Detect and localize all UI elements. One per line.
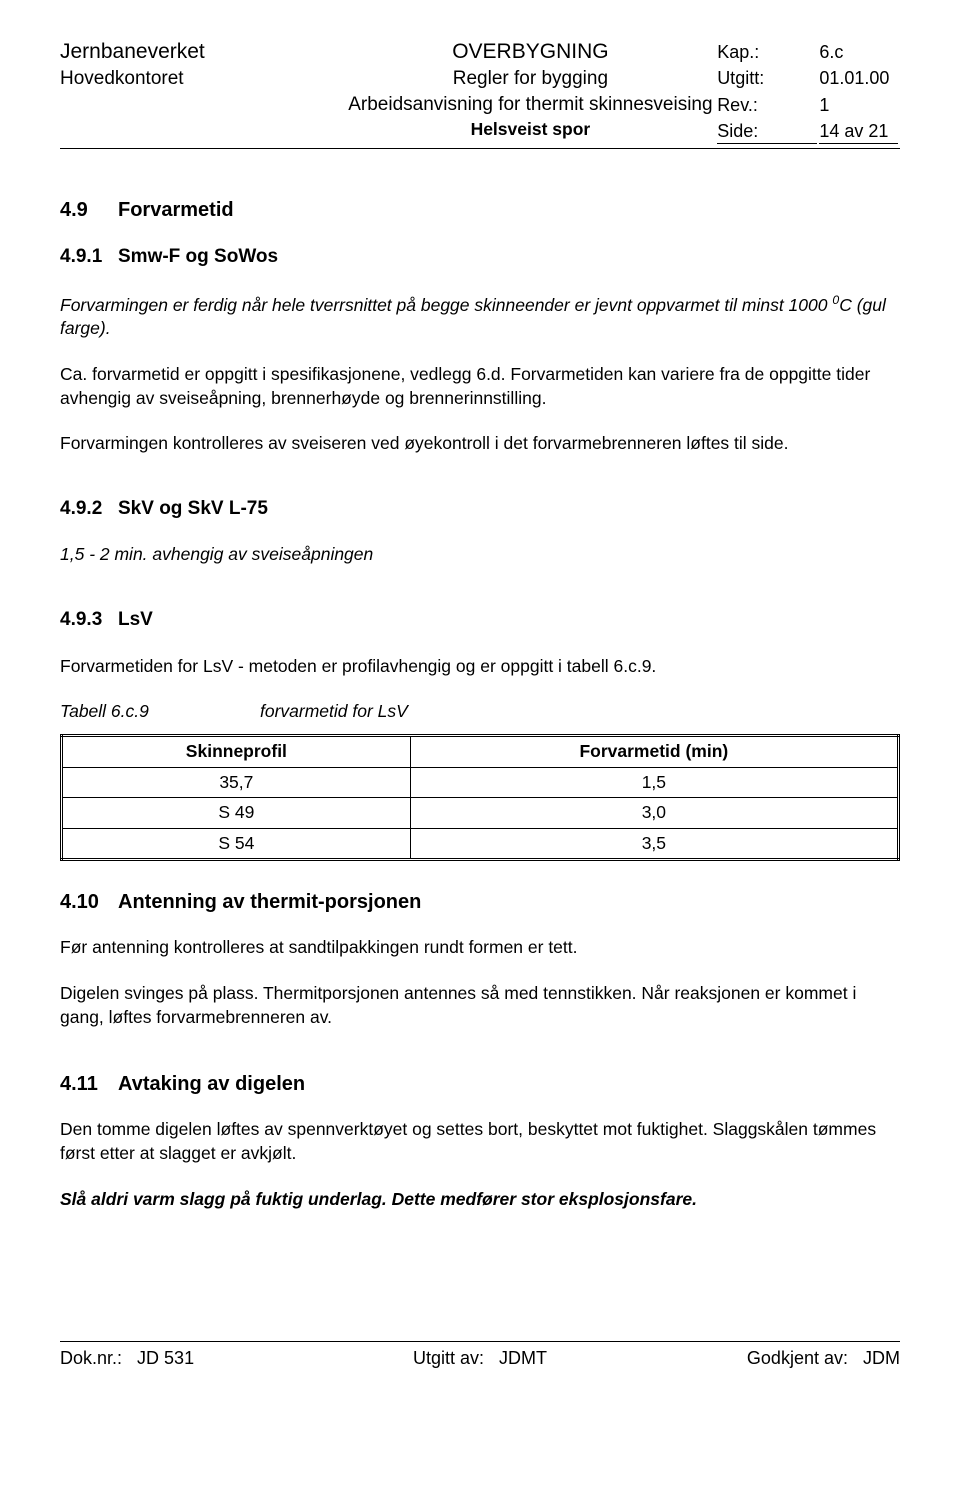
heading-4-9: 4.9Forvarmetid	[60, 197, 900, 224]
page-footer: Dok.nr.: JD 531 Utgitt av: JDMT Godkjent…	[60, 1341, 900, 1370]
heading-4-9-1: 4.9.1Smw-F og SoWos	[60, 244, 900, 270]
page-content: 4.9Forvarmetid 4.9.1Smw-F og SoWos Forva…	[60, 197, 900, 1211]
meta-side-label: Side:	[717, 119, 817, 144]
heading-title: LsV	[118, 609, 153, 630]
footer-center: Utgitt av: JDMT	[340, 1346, 620, 1370]
table-caption: Tabell 6.c.9 forvarmetid for LsV	[60, 700, 900, 724]
meta-table: Kap.: 6.c Utgitt: 01.01.00 Rev.: 1 Side:…	[715, 38, 900, 146]
table-cell: 3,0	[410, 798, 898, 829]
meta-rev-val: 1	[819, 93, 898, 117]
table-cell: 1,5	[410, 767, 898, 798]
para-492-1: 1,5 - 2 min. avhengig av sveiseåpningen	[60, 543, 900, 567]
doc-title-sub2: Arbeidsanvisning for thermit skinnesveis…	[346, 92, 716, 118]
para-411-1: Den tomme digelen løftes av spennverktøy…	[60, 1118, 900, 1165]
footer-dok-val: JD 531	[137, 1348, 194, 1368]
doc-title-sub3: Helsveist spor	[346, 118, 716, 142]
heading-num: 4.11	[60, 1071, 118, 1098]
table-cell: 35,7	[62, 767, 411, 798]
table-header: Forvarmetid (min)	[410, 735, 898, 767]
table-forvarmetid: Skinneprofil Forvarmetid (min) 35,7 1,5 …	[60, 734, 900, 862]
meta-kap-val: 6.c	[819, 40, 898, 64]
para-410-1: Før antenning kontrolleres at sandtilpak…	[60, 936, 900, 960]
table-caption-right: forvarmetid for LsV	[260, 700, 408, 724]
text-span: Forvarmingen er ferdig når hele tverrsni…	[60, 295, 832, 315]
heading-num: 4.10	[60, 889, 118, 916]
heading-title: Avtaking av digelen	[118, 1073, 305, 1095]
footer-godkjent-label: Godkjent av:	[747, 1348, 848, 1368]
heading-title: Smw-F og SoWos	[118, 246, 278, 267]
heading-title: Forvarmetid	[118, 199, 234, 221]
para-410-2: Digelen svinges på plass. Thermitporsjon…	[60, 982, 900, 1029]
footer-right: Godkjent av: JDM	[620, 1346, 900, 1370]
meta-utgitt-label: Utgitt:	[717, 66, 817, 90]
doc-title-sub1: Regler for bygging	[346, 66, 716, 92]
heading-title: Antenning av thermit-porsjonen	[118, 891, 421, 913]
heading-4-9-2: 4.9.2SkV og SkV L-75	[60, 496, 900, 522]
page-header: Jernbaneverket Hovedkontoret OVERBYGNING…	[60, 38, 900, 149]
footer-dok-label: Dok.nr.:	[60, 1348, 122, 1368]
heading-num: 4.9.2	[60, 496, 118, 522]
meta-rev-label: Rev.:	[717, 93, 817, 117]
footer-left: Dok.nr.: JD 531	[60, 1346, 340, 1370]
meta-utgitt-val: 01.01.00	[819, 66, 898, 90]
para-493-1: Forvarmetiden for LsV - metoden er profi…	[60, 655, 900, 679]
heading-num: 4.9	[60, 197, 118, 224]
footer-utgitt-val: JDMT	[499, 1348, 547, 1368]
doc-title-main: OVERBYGNING	[346, 38, 716, 66]
heading-4-11: 4.11Avtaking av digelen	[60, 1071, 900, 1098]
para-411-2: Slå aldri varm slagg på fuktig underlag.…	[60, 1188, 900, 1212]
heading-4-9-3: 4.9.3LsV	[60, 607, 900, 633]
footer-utgitt-label: Utgitt av:	[413, 1348, 484, 1368]
header-rule	[60, 148, 900, 149]
heading-4-10: 4.10Antenning av thermit-porsjonen	[60, 889, 900, 916]
meta-kap-label: Kap.:	[717, 40, 817, 64]
table-cell: 3,5	[410, 828, 898, 860]
para-491-3: Forvarmingen kontrolleres av sveiseren v…	[60, 432, 900, 456]
table-caption-left: Tabell 6.c.9	[60, 700, 260, 724]
table-cell: S 54	[62, 828, 411, 860]
table-header: Skinneprofil	[62, 735, 411, 767]
heading-num: 4.9.1	[60, 244, 118, 270]
table-cell: S 49	[62, 798, 411, 829]
para-491-2: Ca. forvarmetid er oppgitt i spesifikasj…	[60, 363, 900, 410]
para-491-1: Forvarmingen er ferdig når hele tverrsni…	[60, 292, 900, 341]
heading-title: SkV og SkV L-75	[118, 498, 268, 519]
org-name: Jernbaneverket	[60, 38, 346, 66]
heading-num: 4.9.3	[60, 607, 118, 633]
org-sub: Hovedkontoret	[60, 66, 346, 92]
meta-side-val: 14 av 21	[819, 119, 898, 144]
footer-godkjent-val: JDM	[863, 1348, 900, 1368]
